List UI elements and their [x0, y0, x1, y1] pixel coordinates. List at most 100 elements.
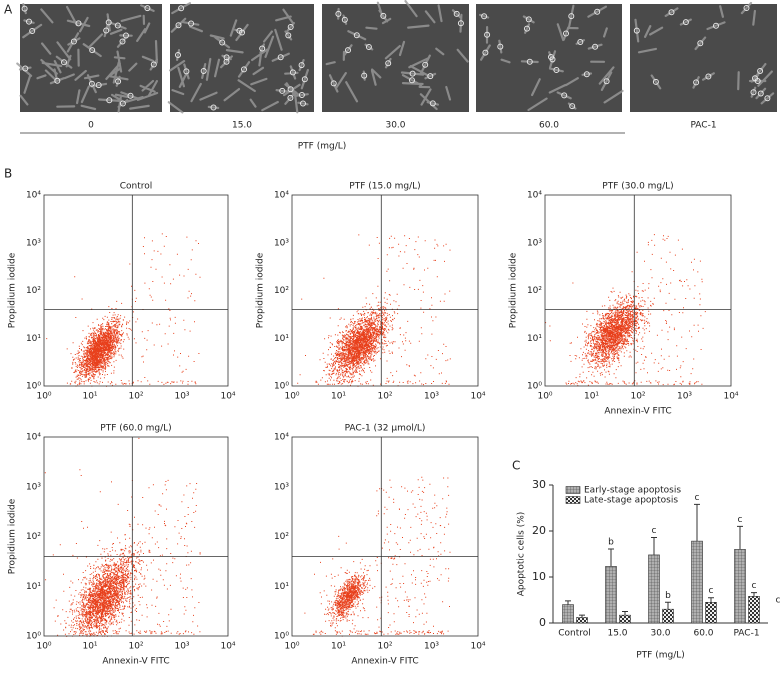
error-bar [737, 525, 743, 550]
y-tick-label: 10⁴ [26, 191, 41, 201]
x-tick-label: 60.0 [693, 629, 713, 639]
x-tick-label: 10³ [677, 392, 692, 402]
error-bar [665, 601, 671, 610]
micrograph [20, 4, 162, 112]
event-cloud [46, 233, 201, 387]
panel-label: C [512, 459, 520, 473]
x-tick-label: 10² [630, 392, 645, 402]
significance-label: b [608, 537, 614, 547]
y-axis-label: Apoptotic cells (%) [517, 512, 527, 597]
significance-label: c [652, 526, 657, 536]
micrograph [630, 4, 777, 112]
panel-label: B [4, 167, 12, 181]
event-cloud [44, 437, 201, 637]
significance-label: c [738, 515, 743, 525]
image-label: 60.0 [539, 121, 559, 131]
y-tick-label: 10⁴ [274, 433, 289, 443]
legend-swatch [565, 486, 581, 494]
plot-title: Control [120, 182, 153, 192]
y-tick-label: 10² [274, 532, 289, 542]
x-tick-label: 10² [377, 642, 392, 652]
axis-label: PTF (mg/L) [298, 142, 347, 152]
error-bar [651, 536, 657, 555]
x-tick-label: PAC-1 [733, 629, 759, 639]
plot-frame [43, 194, 229, 387]
x-axis-label: Annexin-V FITC [102, 657, 169, 667]
image-label: 30.0 [385, 121, 405, 131]
rounded-cell [174, 5, 308, 111]
y-tick-label: 10³ [26, 238, 41, 248]
y-tick-label: 10² [274, 286, 289, 296]
x-tick-label: 10⁴ [723, 392, 738, 402]
y-tick-label: 10¹ [26, 334, 41, 344]
y-tick-label: 10⁰ [274, 632, 289, 642]
x-tick-label: 10¹ [82, 642, 97, 652]
bar [691, 540, 703, 624]
x-tick-label: 10³ [424, 642, 439, 652]
y-tick-label: 10¹ [274, 334, 289, 344]
rounded-cell [481, 8, 610, 110]
cell [16, 2, 159, 113]
x-tick-label: 30.0 [650, 629, 670, 639]
x-tick-label: 10⁰ [36, 642, 51, 652]
x-tick-label: 10¹ [584, 392, 599, 402]
image-label: PAC-1 [690, 121, 716, 131]
x-tick-label: 10¹ [331, 642, 346, 652]
plot-frame [544, 194, 732, 387]
plot-title: PTF (60.0 mg/L) [100, 424, 171, 434]
error-bar [579, 614, 585, 618]
y-tick-label: 10² [527, 286, 542, 296]
y-tick-label: 20 [532, 524, 546, 537]
image-label: 0 [88, 121, 94, 131]
x-tick-label: 10² [128, 642, 143, 652]
legend-label: Early-stage apoptosis [584, 486, 681, 496]
edge-text: c [776, 596, 781, 606]
cell [167, 2, 309, 114]
y-tick-label: 10² [26, 286, 41, 296]
y-tick-label: 10² [26, 532, 41, 542]
y-tick-label: 10⁴ [274, 191, 289, 201]
legend-swatch [565, 496, 581, 504]
x-tick-label: 10² [377, 392, 392, 402]
x-tick-label: 10⁴ [220, 392, 235, 402]
bar [576, 617, 588, 624]
plot-frame [43, 436, 229, 637]
error-bar [708, 597, 714, 603]
bar [619, 614, 631, 624]
event-cloud [545, 234, 706, 387]
bar [734, 549, 746, 624]
y-tick-label: 10¹ [26, 582, 41, 592]
event-cloud [297, 234, 451, 387]
plot-title: PTF (15.0 mg/L) [349, 182, 420, 192]
rounded-cell [330, 10, 464, 107]
bar [705, 601, 717, 624]
bar [562, 604, 574, 624]
y-tick-label: 10¹ [274, 582, 289, 592]
x-axis-label: Annexin-V FITC [604, 407, 671, 417]
bar [648, 554, 660, 624]
rounded-cell [633, 5, 771, 102]
x-tick-label: 15.0 [607, 629, 627, 639]
y-axis-label: Propidium iodide [509, 252, 519, 328]
error-bar [751, 592, 757, 597]
x-tick-label: 10³ [174, 392, 189, 402]
x-axis-label: Annexin-V FITC [351, 657, 418, 667]
y-tick-label: 10³ [274, 238, 289, 248]
x-tick-label: 10⁰ [284, 392, 299, 402]
image-label: 15.0 [232, 121, 252, 131]
micrograph [170, 4, 314, 112]
plot-frame [291, 436, 479, 637]
significance-label: c [752, 581, 757, 591]
significance-label: b [665, 591, 671, 601]
y-tick-label: 30 [532, 478, 546, 491]
y-tick-label: 10⁰ [26, 382, 41, 392]
x-tick-label: 10⁴ [470, 642, 485, 652]
cell [325, 0, 469, 111]
x-tick-label: 10¹ [82, 392, 97, 402]
y-tick-label: 10³ [26, 482, 41, 492]
